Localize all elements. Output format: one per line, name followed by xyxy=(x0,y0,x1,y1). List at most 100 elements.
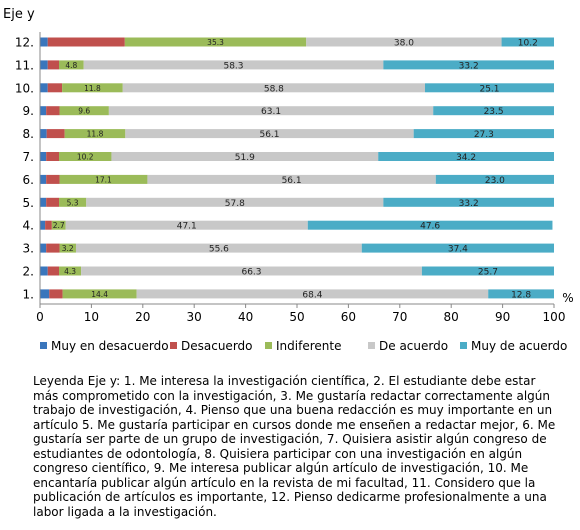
bar-segment xyxy=(40,129,47,139)
data-label: 51.9 xyxy=(235,153,255,163)
bar-segment xyxy=(40,289,50,299)
data-label: 57.8 xyxy=(225,199,245,209)
bar-segment xyxy=(59,243,76,253)
bar-segment xyxy=(47,60,60,70)
legend-label: Indiferente xyxy=(276,339,342,353)
x-axis-unit: % xyxy=(562,291,573,305)
y-tick-label: 11. xyxy=(15,58,34,72)
data-label: 58.3 xyxy=(223,61,243,71)
bar-segment xyxy=(40,243,47,253)
bar-segment xyxy=(59,152,112,161)
y-tick-label: 5. xyxy=(23,196,34,210)
bar-segment xyxy=(47,37,125,47)
bar-segment xyxy=(488,289,554,299)
data-label: 33.2 xyxy=(459,61,479,71)
legend-swatch xyxy=(265,342,272,349)
data-label: 17.1 xyxy=(95,175,112,184)
data-label: 10.2 xyxy=(77,153,94,162)
y-tick-label: 10. xyxy=(15,81,34,95)
data-label: 23.5 xyxy=(484,107,504,117)
x-tick-label: 80 xyxy=(444,310,459,324)
bar-segment xyxy=(59,106,109,116)
bar-segment xyxy=(40,60,48,70)
x-tick-label: 30 xyxy=(187,310,202,324)
y-tick-label: 6. xyxy=(23,173,34,187)
x-tick-label: 10 xyxy=(84,310,99,324)
x-tick-label: 40 xyxy=(238,310,253,324)
legend-item: Muy en desacuerdo xyxy=(40,339,169,353)
y-tick-label: 4. xyxy=(23,219,34,233)
bar-segment xyxy=(51,220,66,230)
bar-segment xyxy=(65,220,308,230)
bar-segment xyxy=(59,197,87,207)
bar-segment xyxy=(46,243,60,253)
bar-segment xyxy=(86,197,384,207)
data-label: 10.2 xyxy=(518,39,538,49)
legend-swatch xyxy=(170,342,177,349)
bar-segment xyxy=(136,289,489,299)
bar-segment xyxy=(75,243,362,253)
x-tick-label: 50 xyxy=(289,310,304,324)
stacked-bar-chart: Eje y 14.4 68.4 12.8 1. 4.3 66.3 25.7 2. 3.2 55.6 3… xyxy=(3,7,574,324)
x-tick-label: 60 xyxy=(341,310,356,324)
bar-segment xyxy=(307,220,553,230)
data-label: 11.8 xyxy=(84,84,101,93)
x-tick-label: 0 xyxy=(36,310,44,324)
bar-segment xyxy=(46,174,60,184)
y-tick-label: 7. xyxy=(23,150,34,164)
bar-segment xyxy=(59,60,84,70)
data-label: 47.6 xyxy=(420,222,440,232)
legend-label: Muy de acuerdo xyxy=(471,339,568,353)
legend-item: Desacuerdo xyxy=(170,339,253,353)
bar-segment xyxy=(46,152,60,161)
data-label: 5.3 xyxy=(67,198,79,207)
bar-segment xyxy=(501,37,554,47)
legend-item: Muy de acuerdo xyxy=(460,339,567,353)
bar-segment xyxy=(64,129,126,139)
data-label: 4.8 xyxy=(65,61,77,70)
data-label: 47.1 xyxy=(177,222,197,232)
bar-segment xyxy=(46,129,65,139)
legend-swatch xyxy=(40,342,47,349)
data-label: 4.3 xyxy=(64,267,76,276)
legend-label: De acuerdo xyxy=(379,339,449,353)
bar-segment xyxy=(124,37,307,47)
bar-segment xyxy=(40,197,47,207)
data-label: 27.3 xyxy=(474,130,494,140)
bar-segment xyxy=(59,174,148,184)
figure-caption: Leyenda Eje y: 1. Me interesa la investi… xyxy=(33,374,556,519)
bar-segment xyxy=(62,83,123,93)
data-label: 2.7 xyxy=(53,221,65,230)
data-label: 14.4 xyxy=(91,290,108,299)
bar-segment xyxy=(47,266,60,276)
data-label: 68.4 xyxy=(302,290,322,300)
bar-segment xyxy=(424,83,554,93)
bar-segment xyxy=(383,60,554,70)
data-label: 9.6 xyxy=(78,107,90,116)
data-label: 55.6 xyxy=(209,245,229,255)
y-tick-label: 12. xyxy=(15,36,34,50)
y-tick-label: 3. xyxy=(23,242,34,256)
data-label: 25.7 xyxy=(478,268,498,278)
bar-segment xyxy=(433,106,554,116)
bar-segment xyxy=(45,220,52,230)
bar-segment xyxy=(83,60,384,70)
x-tick-label: 20 xyxy=(135,310,150,324)
bar-segment xyxy=(40,37,48,47)
data-label: 3.2 xyxy=(62,244,74,253)
data-label: 58.8 xyxy=(264,84,284,94)
bar-segment xyxy=(378,152,554,161)
y-tick-label: 1. xyxy=(23,287,34,301)
data-label: 35.3 xyxy=(207,38,224,47)
legend-item: De acuerdo xyxy=(368,339,448,353)
bar-segment xyxy=(47,83,63,93)
x-tick-label: 90 xyxy=(495,310,510,324)
y-tick-label: 9. xyxy=(23,104,34,118)
bar-segment xyxy=(49,289,63,299)
data-label: 34.2 xyxy=(456,153,476,163)
bar-segment xyxy=(125,129,414,139)
bar-segment xyxy=(147,174,436,184)
legend-item: Indiferente xyxy=(265,339,341,353)
bar-segment xyxy=(108,106,434,116)
data-label: 38.0 xyxy=(394,39,414,49)
